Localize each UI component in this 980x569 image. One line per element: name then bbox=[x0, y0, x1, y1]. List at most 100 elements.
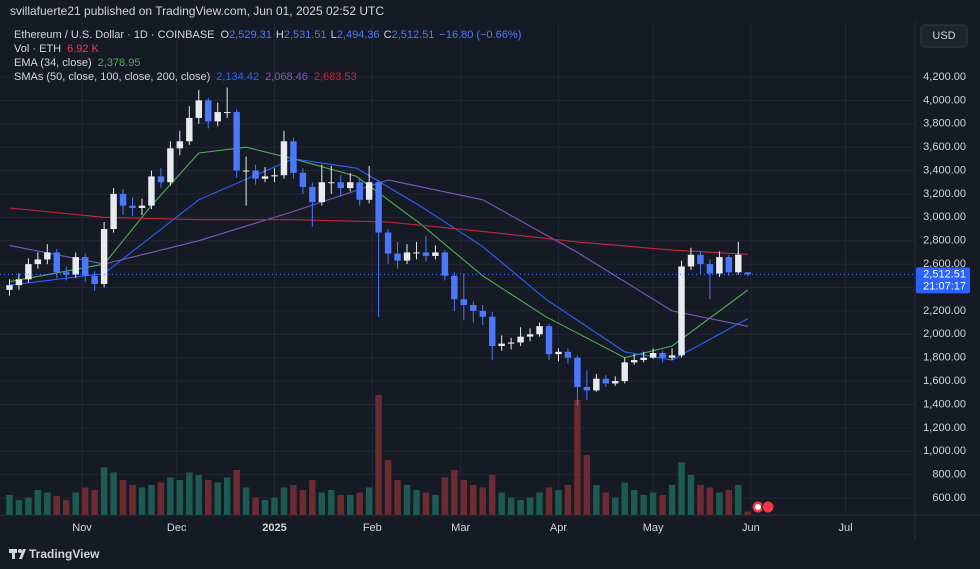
candle-body bbox=[195, 100, 202, 118]
candle-body bbox=[271, 175, 278, 177]
y-tick-label: 2,600.00 bbox=[923, 258, 966, 270]
volume-bar bbox=[347, 495, 354, 515]
candle-body bbox=[138, 205, 146, 208]
candle-body bbox=[725, 257, 733, 273]
candle-body bbox=[44, 252, 51, 260]
lines-layer bbox=[9, 146, 749, 361]
candle-body bbox=[15, 279, 23, 286]
volume-bar bbox=[271, 497, 278, 515]
candle-body bbox=[488, 316, 496, 346]
legend-line: EMA (34, close) 2,378.95 bbox=[14, 57, 140, 69]
volume-bar bbox=[63, 500, 70, 515]
volume-bar bbox=[640, 495, 647, 515]
candle-body bbox=[110, 193, 117, 230]
candle-body bbox=[460, 299, 468, 306]
currency-label[interactable]: USD bbox=[932, 30, 955, 42]
volume-bar bbox=[91, 490, 98, 515]
candle-body bbox=[507, 342, 515, 344]
candle-body bbox=[34, 259, 42, 265]
candle-body bbox=[119, 193, 127, 206]
grid-layer bbox=[0, 22, 915, 515]
volume-bar bbox=[157, 482, 165, 515]
candle-body bbox=[649, 353, 657, 358]
candle-body bbox=[242, 170, 250, 172]
volume-bar bbox=[706, 487, 714, 515]
candle-body bbox=[744, 272, 751, 275]
event-marker-icon bbox=[755, 504, 761, 510]
volume-bar bbox=[110, 472, 117, 515]
logo-part bbox=[12, 549, 15, 559]
volume-bar bbox=[403, 485, 411, 515]
volume-bar bbox=[44, 492, 51, 515]
candle-body bbox=[252, 170, 259, 179]
volume-bar bbox=[697, 485, 704, 515]
x-tick-label: Apr bbox=[550, 522, 567, 534]
legend-item: 2,494.36 bbox=[337, 29, 380, 41]
candle-body bbox=[441, 252, 449, 276]
candle-body bbox=[697, 254, 704, 265]
volume-bar bbox=[328, 490, 335, 515]
candle-body bbox=[328, 182, 335, 184]
candle-body bbox=[422, 252, 430, 256]
volume-bar bbox=[488, 475, 496, 515]
candle-body bbox=[290, 141, 297, 173]
volume-bar bbox=[612, 497, 619, 515]
volume-bar bbox=[564, 485, 572, 515]
candle-body bbox=[214, 112, 221, 122]
candle-body bbox=[318, 182, 326, 203]
x-tick-label: Nov bbox=[72, 522, 92, 534]
volume-bar bbox=[365, 487, 373, 515]
candle-body bbox=[526, 334, 534, 337]
volume-layer bbox=[6, 395, 751, 515]
candle-body bbox=[403, 252, 411, 261]
y-tick-label: 3,800.00 bbox=[923, 118, 966, 130]
candle-body bbox=[375, 182, 382, 233]
volume-bar bbox=[744, 511, 751, 515]
candle-body bbox=[167, 148, 174, 183]
legend-item: Ethereum / U.S. Dollar · 1D · COINBASE bbox=[14, 29, 215, 41]
candle-body bbox=[536, 326, 543, 335]
volume-bar bbox=[309, 480, 316, 515]
volume-bar bbox=[25, 497, 32, 515]
currency-button[interactable] bbox=[920, 24, 968, 48]
volume-bar bbox=[479, 487, 486, 515]
legend-item: 2,531.51 bbox=[284, 29, 327, 41]
candle-body bbox=[6, 285, 13, 290]
volume-bar bbox=[242, 487, 250, 515]
volume-bar bbox=[205, 480, 212, 515]
volume-bar bbox=[195, 475, 202, 515]
candle-body bbox=[347, 182, 354, 189]
candle-body bbox=[337, 182, 344, 189]
volume-bar bbox=[261, 500, 269, 515]
volume-bar bbox=[252, 497, 259, 515]
x-tick-label: Jun bbox=[742, 522, 760, 534]
candle-body bbox=[574, 357, 581, 387]
price-tag-label: 2,512.51 bbox=[923, 268, 966, 280]
volume-bar bbox=[375, 395, 382, 515]
x-tick-label: Dec bbox=[167, 522, 187, 534]
volume-bar bbox=[460, 480, 468, 515]
legend-item: SMAs (50, close, 100, close, 200, close) bbox=[14, 71, 210, 83]
volume-bar bbox=[735, 485, 742, 515]
volume-bar bbox=[602, 492, 610, 515]
volume-bar bbox=[470, 485, 477, 515]
legend-item: C bbox=[384, 29, 392, 41]
y-tick-label: 3,200.00 bbox=[923, 188, 966, 200]
volume-bar bbox=[138, 487, 146, 515]
y-tick-label: 2,000.00 bbox=[923, 328, 966, 340]
legend-line: Ethereum / U.S. Dollar · 1D · COINBASE O2… bbox=[14, 29, 521, 41]
volume-bar bbox=[15, 500, 23, 515]
candle-body bbox=[356, 182, 363, 200]
candle-body bbox=[640, 357, 647, 361]
y-tick-label: 1,200.00 bbox=[923, 422, 966, 434]
volume-bar bbox=[318, 492, 326, 515]
candle-body bbox=[394, 253, 401, 261]
volume-bar bbox=[148, 485, 155, 515]
volume-bar bbox=[119, 480, 127, 515]
volume-bar bbox=[668, 485, 676, 515]
volume-bar bbox=[337, 495, 344, 515]
candle-body bbox=[630, 360, 638, 363]
volume-bar bbox=[100, 467, 108, 515]
